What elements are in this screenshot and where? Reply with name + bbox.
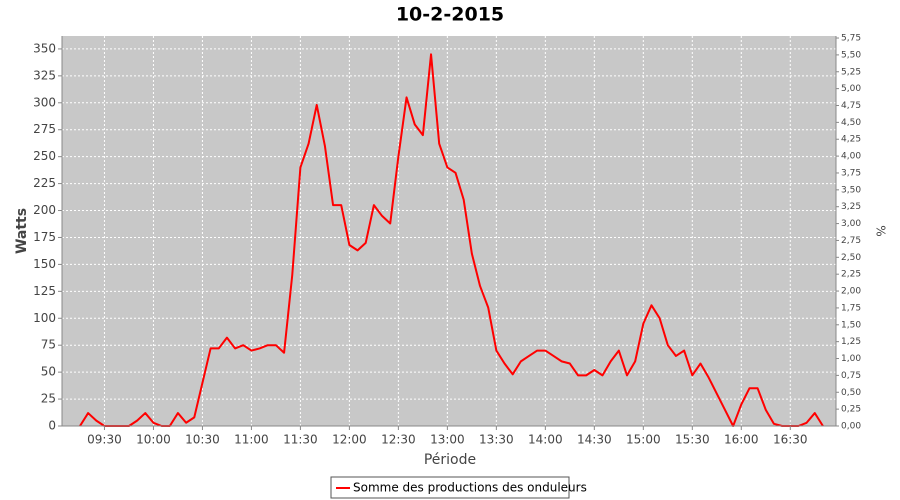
y-tick-label: 25 [41,392,56,406]
y2-tick-label: 0,75 [841,371,861,381]
y-tick-label: 250 [33,149,56,163]
legend-label: Somme des productions des onduleurs [353,481,587,495]
y-tick-label: 350 [33,41,56,55]
x-tick-label: 14:00 [528,433,563,447]
y-tick-label: 200 [33,203,56,217]
x-tick-label: 09:30 [87,433,122,447]
y-tick-label: 325 [33,68,56,82]
x-tick-label: 10:00 [136,433,171,447]
x-tick-label: 10:30 [185,433,220,447]
x-tick-label: 14:30 [577,433,612,447]
x-tick-label: 15:00 [626,433,661,447]
y2-axis-label: % [874,225,888,236]
x-tick-label: 16:30 [773,433,808,447]
y2-tick-label: 3,75 [841,168,861,178]
y-tick-label: 50 [41,365,56,379]
y-tick-label: 75 [41,338,56,352]
y2-tick-label: 5,25 [841,67,861,77]
x-tick-label: 16:00 [724,433,759,447]
y-tick-label: 0 [48,419,56,433]
y2-tick-label: 1,00 [841,354,861,364]
y-tick-label: 300 [33,95,56,109]
x-tick-label: 12:30 [381,433,416,447]
y-tick-label: 150 [33,257,56,271]
y2-tick-label: 2,75 [841,236,861,246]
x-tick-label: 11:30 [283,433,318,447]
y2-tick-label: 3,25 [841,202,861,212]
y-tick-label: 275 [33,122,56,136]
y2-tick-label: 0,25 [841,405,861,415]
y2-tick-label: 4,00 [841,152,861,162]
y2-axis: 0,00 0,25 0,50 0,75 1,00 1,25 1,50 1,75 2,00 2,25… [836,34,861,432]
plot-area [62,36,836,426]
y2-tick-label: 4,50 [841,118,861,128]
chart-title: 10-2-2015 [396,4,504,26]
y2-tick-label: 3,00 [841,219,861,229]
y2-tick-label: 0,00 [841,422,861,432]
y2-tick-label: 2,50 [841,253,861,263]
y2-tick-label: 5,75 [841,34,861,44]
x-tick-label: 13:00 [430,433,465,447]
y2-tick-label: 1,25 [841,337,861,347]
x-tick-label: 12:00 [332,433,367,447]
y-axis-label: Watts [14,208,30,254]
y-tick-label: 125 [33,284,56,298]
y2-tick-label: 1,75 [841,303,861,313]
y2-tick-label: 1,50 [841,320,861,330]
y-tick-label: 175 [33,230,56,244]
y2-tick-label: 4,25 [841,135,861,145]
y-tick-label: 100 [33,311,56,325]
y2-tick-label: 2,25 [841,270,861,280]
y-tick-label: 225 [33,176,56,190]
x-axis-label: Période [424,452,476,468]
y2-tick-label: 0,50 [841,388,861,398]
y2-tick-label: 5,50 [841,50,861,60]
x-tick-label: 13:30 [479,433,514,447]
line [79,53,824,427]
x-tick-label: 11:00 [234,433,269,447]
x-tick-label: 15:30 [675,433,710,447]
legend [330,476,570,499]
y2-tick-label: 5,00 [841,84,861,94]
y2-tick-label: 3,50 [841,185,861,195]
y2-tick-label: 4,75 [841,101,861,111]
y2-tick-label: 2,00 [841,287,861,297]
